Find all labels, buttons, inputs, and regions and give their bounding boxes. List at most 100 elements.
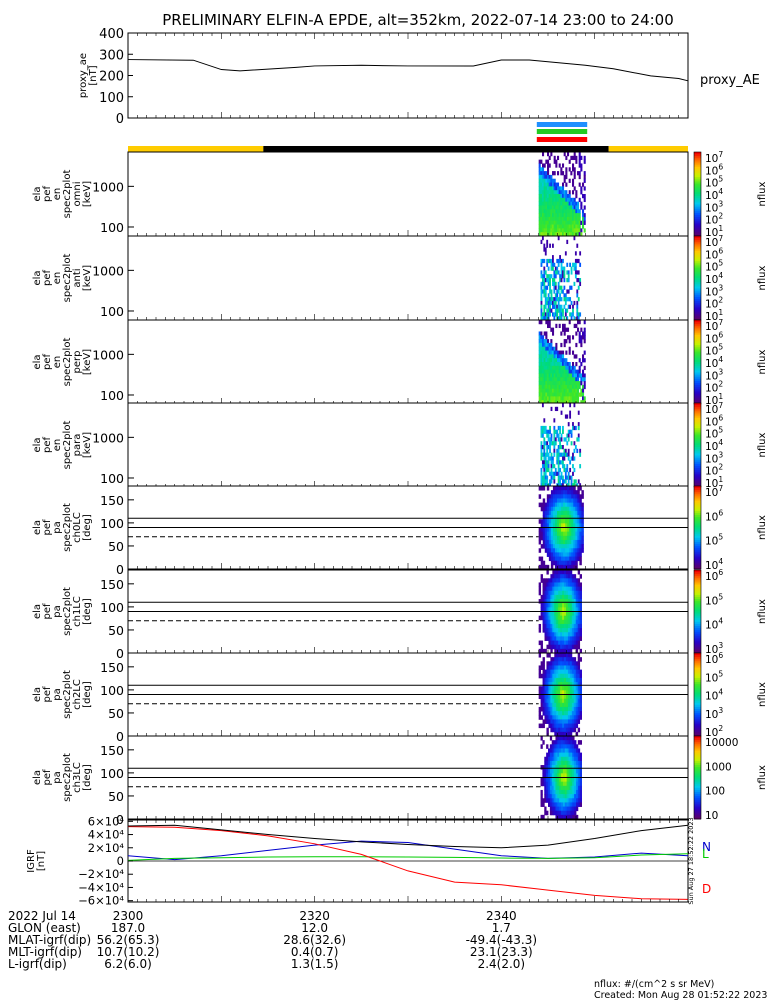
spectrogram-pixel xyxy=(575,224,578,229)
spectrogram-pixel xyxy=(560,369,563,374)
pitch-pixel xyxy=(558,586,561,592)
pitch-pixel xyxy=(550,574,553,579)
spectrogram-ylabel-word: spec2plot xyxy=(62,421,73,470)
pitch-pixel xyxy=(560,727,563,733)
spectrogram-pixel xyxy=(579,464,582,469)
spectrogram-pixel xyxy=(575,392,578,397)
pitch-pixel xyxy=(542,607,545,612)
pitch-pixel xyxy=(538,582,542,587)
spectrogram-pixel xyxy=(556,406,559,412)
colorbar-cell xyxy=(694,244,701,247)
colorbar-cell xyxy=(694,419,701,423)
spectrogram-pixel xyxy=(552,194,555,199)
pitch-pixel xyxy=(572,765,575,770)
pitch-pixel xyxy=(558,677,561,683)
pitch-pixel xyxy=(546,531,550,537)
spectrogram-pixel xyxy=(558,377,561,382)
spectrogram-pixel xyxy=(543,358,546,363)
pitch-pixel xyxy=(561,798,564,803)
spectrogram-pixel xyxy=(559,255,561,260)
spectrogram-pixel xyxy=(560,400,563,405)
colorbar-cell xyxy=(694,290,701,294)
pitch-pixel xyxy=(563,544,566,549)
spectrogram-pixel xyxy=(553,448,556,454)
pitch-pixel xyxy=(554,548,558,553)
pitch-pixel xyxy=(577,794,581,799)
pitch-pixel xyxy=(554,594,557,600)
pitch-pixel xyxy=(540,519,544,524)
spectrogram-pixel xyxy=(550,190,553,195)
spectrogram-pixel xyxy=(544,475,547,480)
spectrogram-pixel xyxy=(553,437,556,442)
pitch-pixel xyxy=(579,740,582,745)
spectrogram-pixel xyxy=(558,197,561,203)
colorbar-cell xyxy=(694,519,701,522)
spectrogram-pixel xyxy=(583,327,586,332)
spectrogram-pixel xyxy=(547,369,550,374)
spectrogram-pixel xyxy=(568,373,571,378)
colorbar-cell xyxy=(694,566,701,570)
pitch-pixel xyxy=(540,544,544,549)
pitch-pixel xyxy=(577,515,580,520)
spectrogram-pixel xyxy=(574,479,577,484)
pitch-pixel xyxy=(569,603,573,608)
pitch-pixel xyxy=(572,781,575,787)
pitch-pixel xyxy=(564,607,567,612)
spectrogram-pixel xyxy=(583,216,586,222)
pitch-pixel xyxy=(569,723,573,729)
colorbar-cell xyxy=(694,345,701,348)
spectrogram-pixel xyxy=(563,464,566,469)
spectrogram-pixel xyxy=(559,483,561,488)
spectrogram-pixel xyxy=(544,479,547,484)
pitch-pixel xyxy=(546,677,549,683)
spectrogram-pixel xyxy=(578,224,581,229)
pitch-pixel xyxy=(550,594,553,600)
colorbar-cell xyxy=(694,650,701,654)
spectrogram-pixel xyxy=(565,201,568,206)
spectrogram-pixel xyxy=(577,369,580,374)
pitch-pixel xyxy=(579,590,582,596)
pitch-pixel xyxy=(542,582,545,587)
spectrogram-pixel xyxy=(543,339,546,344)
spectrogram-pixel xyxy=(575,228,578,233)
pitch-pixel xyxy=(546,594,549,600)
pitch-pixel xyxy=(565,657,569,662)
orbit-row-value: 1.7 xyxy=(492,921,511,935)
spectrogram-pixel xyxy=(559,445,561,450)
pitch-pixel xyxy=(550,657,553,662)
spectrogram-pixel xyxy=(543,365,546,371)
spectrogram-pixel xyxy=(573,456,576,461)
spectrogram-pixel xyxy=(547,358,550,363)
orbit-row-value: 12.0 xyxy=(301,921,328,935)
colorbar-cell xyxy=(694,698,701,702)
orbit-row-value: 2340 xyxy=(486,909,517,923)
colorbar-cell xyxy=(694,357,701,361)
colorbar-cell xyxy=(694,405,701,408)
spectrogram-pixel xyxy=(543,209,546,214)
spectrogram-pixel xyxy=(543,460,546,465)
pitch-pixel xyxy=(558,731,561,737)
spectrogram-pixel xyxy=(543,174,546,180)
pitch-pixel xyxy=(571,611,575,617)
pitch-pixel xyxy=(549,798,553,803)
spectrogram-pixel xyxy=(553,384,556,390)
spectrogram-pixel xyxy=(546,312,549,317)
pitch-pixel xyxy=(552,544,556,549)
pitch-pixel xyxy=(551,765,554,770)
spectrogram-pixel xyxy=(550,201,553,206)
pitch-pixel xyxy=(567,603,571,608)
pitch-pixel xyxy=(546,515,550,520)
spectrogram-pixel xyxy=(543,448,546,454)
spectrogram-pixel xyxy=(550,369,553,374)
spectrogram-pixel xyxy=(557,216,560,222)
spectrogram-pixel xyxy=(543,483,546,488)
spectrogram-pixel xyxy=(580,362,583,367)
spectrogram-pixel xyxy=(547,278,550,283)
spectrogram-pixel xyxy=(583,396,586,401)
pitch-pixel xyxy=(569,535,572,541)
spectrogram-pixel xyxy=(552,377,555,382)
spectrogram-pixel xyxy=(576,278,579,283)
spectrogram-pixel xyxy=(553,388,556,393)
pitch-pixel xyxy=(569,594,573,600)
